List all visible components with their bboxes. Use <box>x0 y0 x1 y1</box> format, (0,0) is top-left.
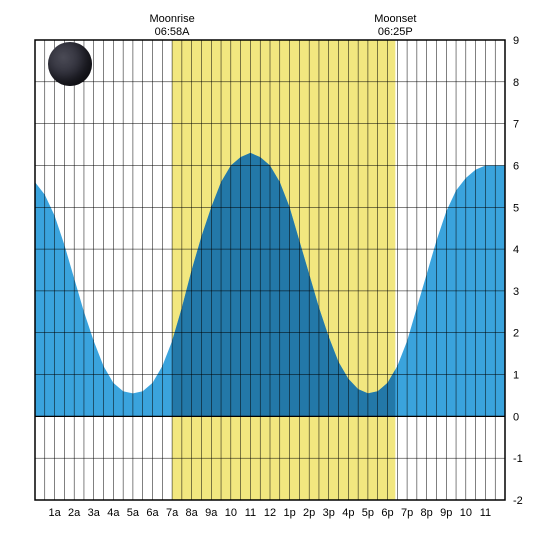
x-tick-label: 4p <box>342 507 354 519</box>
y-tick-label: 4 <box>513 244 519 256</box>
x-tick-label: 10 <box>225 507 237 519</box>
x-tick-label: 1a <box>48 507 61 519</box>
x-tick-label: 7p <box>401 507 413 519</box>
moonrise-time: 06:58A <box>155 26 191 38</box>
x-tick-label: 11 <box>245 507 256 519</box>
x-tick-label: 8a <box>186 507 199 519</box>
x-tick-label: 11 <box>480 507 491 519</box>
y-tick-label: -1 <box>513 453 523 465</box>
y-tick-label: 0 <box>513 411 519 423</box>
x-tick-label: 12 <box>264 507 276 519</box>
x-tick-label: 9a <box>205 507 218 519</box>
y-tick-label: 3 <box>513 286 519 298</box>
y-tick-label: 8 <box>513 77 519 89</box>
x-tick-label: 10 <box>460 507 472 519</box>
y-tick-label: 1 <box>513 370 519 382</box>
y-tick-label: 6 <box>513 160 519 172</box>
x-tick-label: 5a <box>127 507 140 519</box>
x-tick-label: 5p <box>362 507 374 519</box>
x-tick-label: 3p <box>323 507 335 519</box>
x-tick-label: 4a <box>107 507 120 519</box>
moonrise-label: Moonrise <box>149 13 194 25</box>
tide-chart: -2-101234567891a2a3a4a5a6a7a8a9a1011121p… <box>10 10 540 540</box>
moon-phase-icon <box>48 42 92 86</box>
x-tick-label: 8p <box>421 507 433 519</box>
y-tick-label: -2 <box>513 495 523 507</box>
x-tick-label: 7a <box>166 507 179 519</box>
chart-svg: -2-101234567891a2a3a4a5a6a7a8a9a1011121p… <box>10 10 540 540</box>
x-tick-label: 3a <box>88 507 101 519</box>
moonset-label: Moonset <box>374 13 416 25</box>
y-tick-label: 2 <box>513 328 519 340</box>
x-tick-label: 6p <box>381 507 393 519</box>
x-tick-label: 2p <box>303 507 315 519</box>
x-tick-label: 2a <box>68 507 81 519</box>
x-tick-label: 1p <box>283 507 295 519</box>
x-tick-label: 9p <box>440 507 452 519</box>
y-tick-label: 9 <box>513 35 519 47</box>
y-tick-label: 7 <box>513 119 519 131</box>
y-tick-label: 5 <box>513 202 519 214</box>
x-tick-label: 6a <box>146 507 159 519</box>
moonset-time: 06:25P <box>378 26 413 38</box>
